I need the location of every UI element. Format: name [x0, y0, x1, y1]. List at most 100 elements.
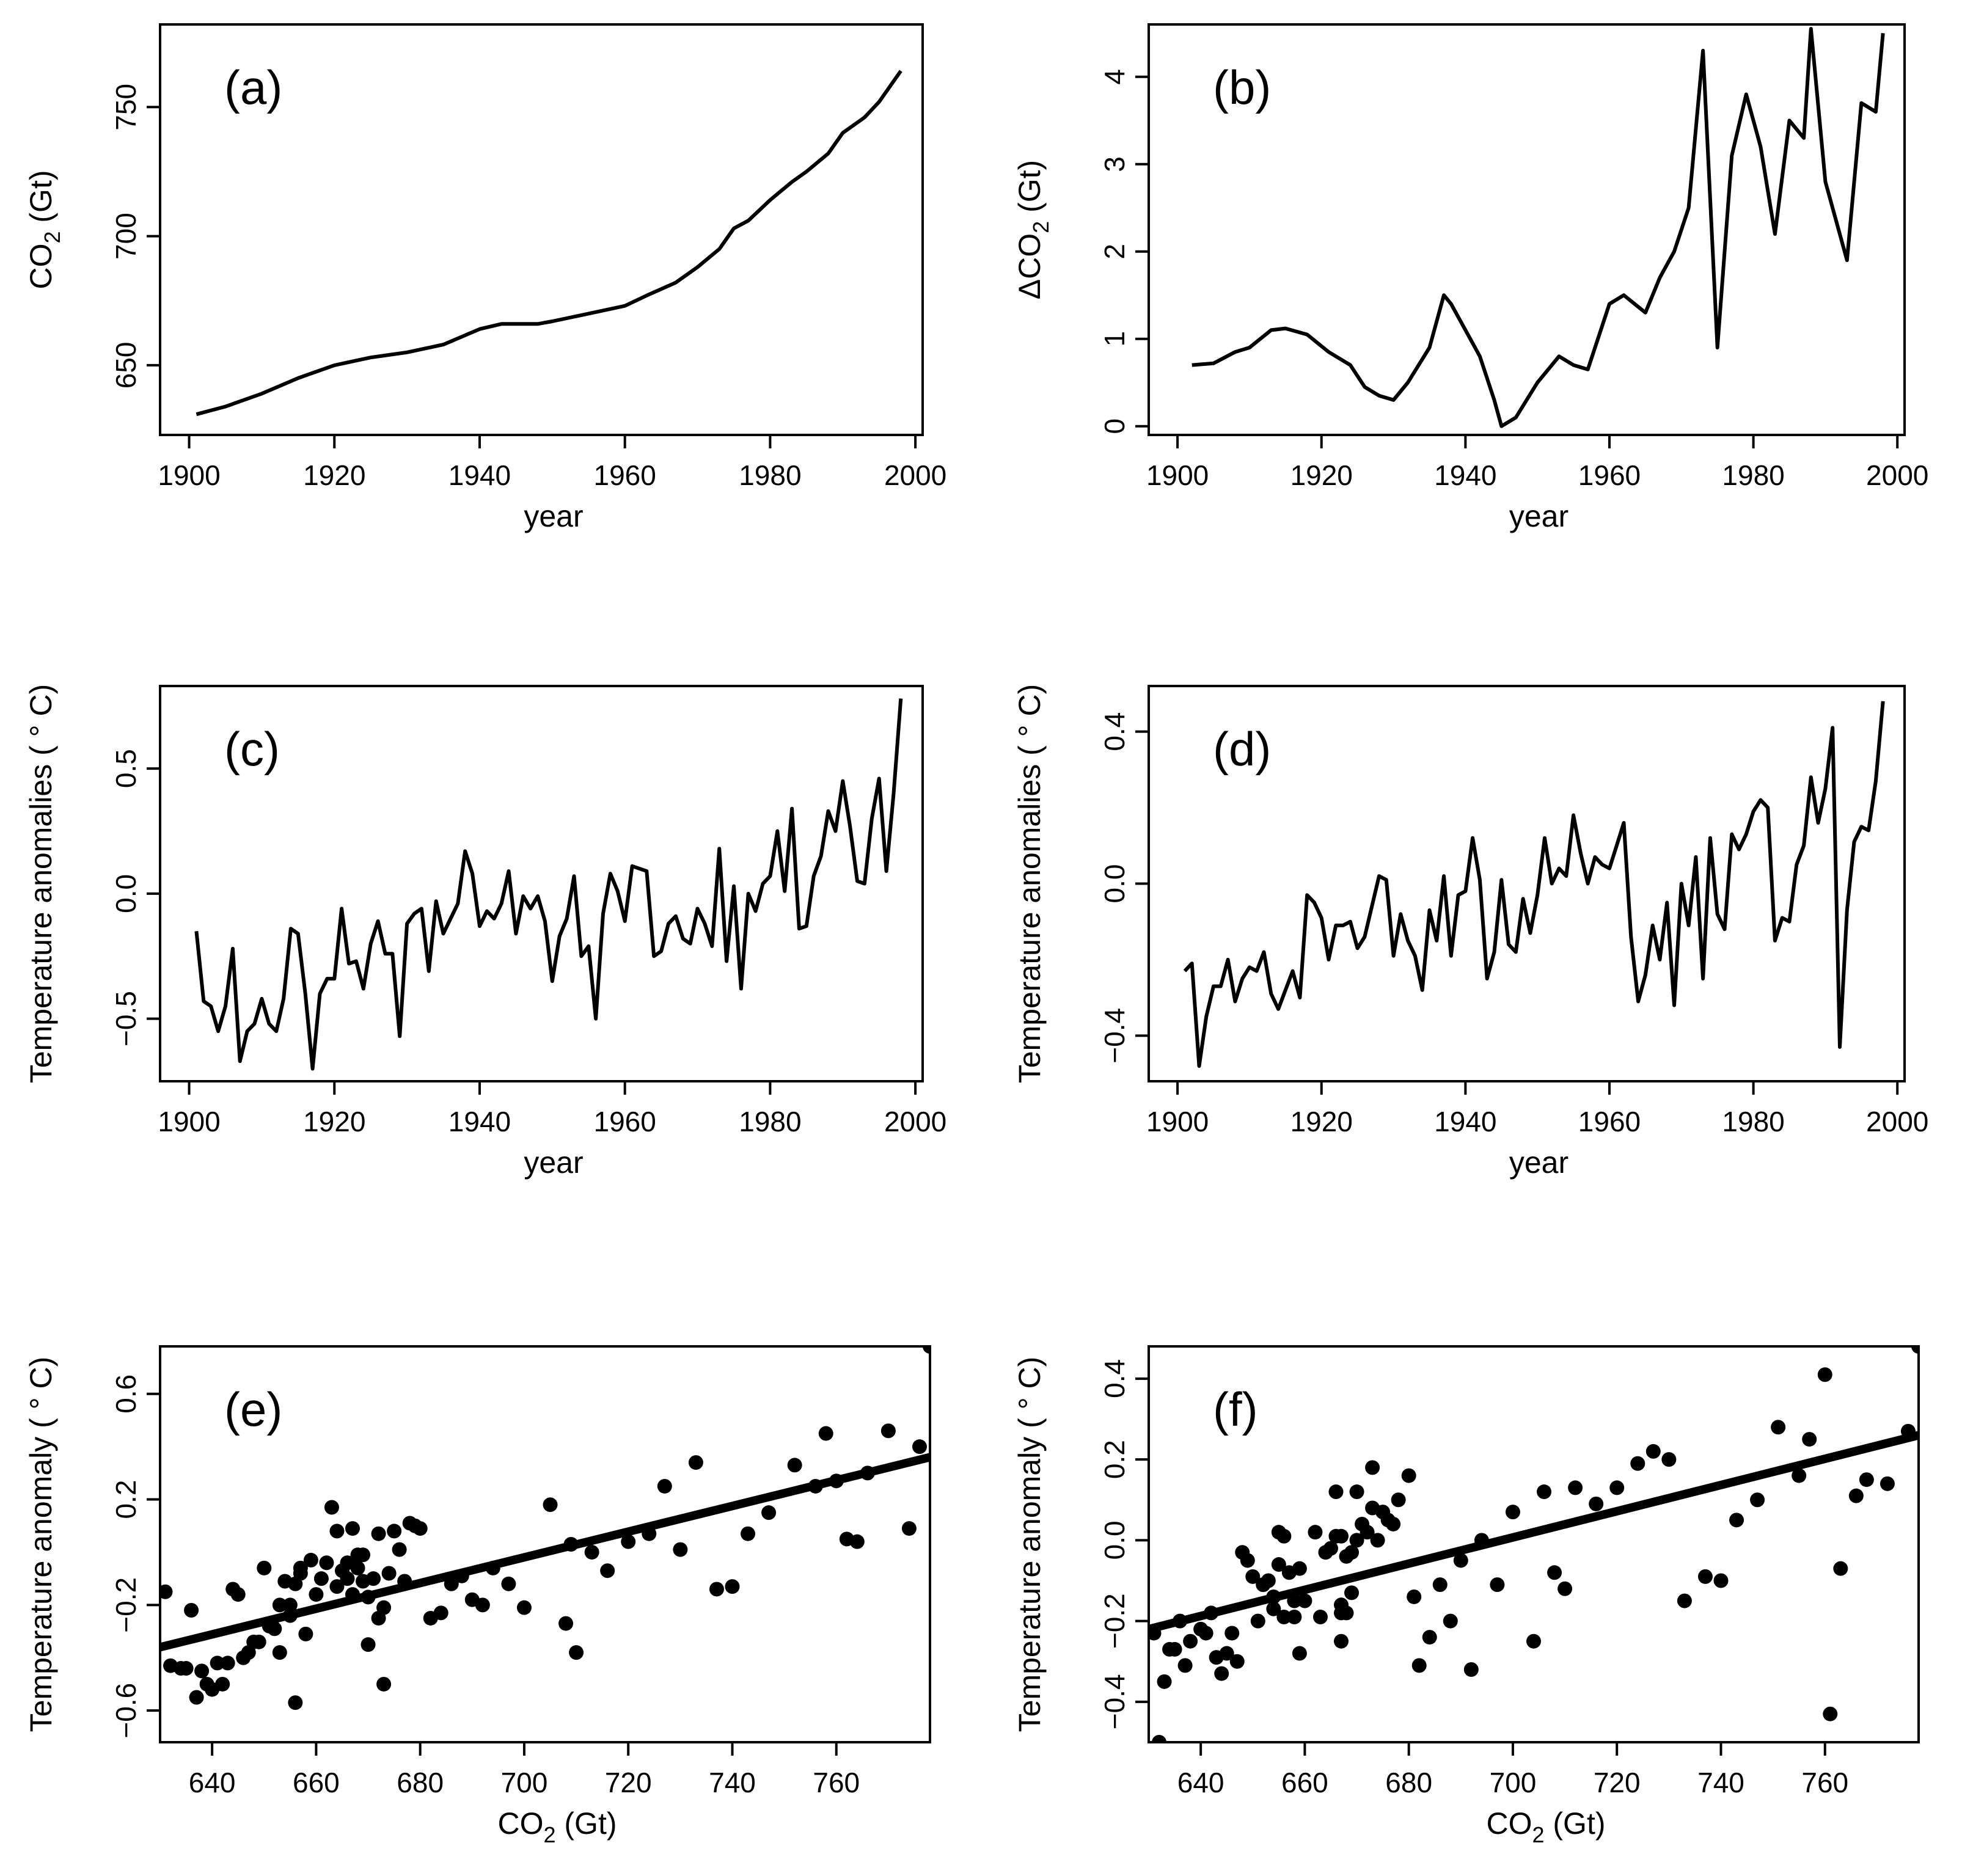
scatter-point	[688, 1455, 703, 1470]
scatter-point	[1547, 1565, 1562, 1580]
scatter-point	[1349, 1484, 1364, 1500]
scatter-point	[1880, 1476, 1895, 1491]
scatter-point	[1568, 1480, 1583, 1495]
x-tick-label: 1960	[1578, 459, 1641, 491]
plot-area	[160, 1346, 930, 1710]
y-tick-label: 0.5	[110, 749, 142, 788]
scatter-point	[1224, 1626, 1240, 1641]
x-tick-label: 660	[1281, 1767, 1328, 1798]
scatter-point	[1558, 1581, 1573, 1596]
scatter-point	[1344, 1585, 1360, 1600]
plot-area	[194, 698, 903, 1071]
y-axis-label-rest: (Gt)	[24, 170, 58, 231]
scatter-point	[329, 1524, 345, 1539]
y-tick-label: 0.0	[1099, 864, 1130, 903]
scatter-point	[1386, 1516, 1401, 1531]
x-axis-label-rest: (Gt)	[556, 1806, 617, 1841]
scatter-point	[184, 1603, 199, 1618]
scatter-point	[350, 1560, 365, 1575]
x-tick-label: 1960	[1578, 1106, 1641, 1137]
panel-c: 1900 1920 1940 1960 1980 2000 −0.5 0.0 0.5 (c) yea…	[24, 684, 946, 1180]
scatter-point	[288, 1695, 303, 1710]
y-tick-label: 0.0	[1099, 1520, 1130, 1560]
x-tick-label: 720	[605, 1767, 652, 1798]
x-tick-label: 1980	[739, 1106, 801, 1137]
scatter-point	[1833, 1561, 1848, 1576]
scatter-point	[293, 1560, 308, 1575]
scatter-point	[1360, 1525, 1375, 1540]
panel-label: (f)	[1213, 1382, 1258, 1436]
panel-label: (d)	[1213, 722, 1271, 776]
scatter-point	[178, 1661, 194, 1676]
scatter-point	[1245, 1569, 1261, 1584]
scatter-point	[849, 1534, 865, 1549]
scatter-point	[376, 1600, 392, 1615]
panel-label: (a)	[224, 60, 282, 114]
scatter-point	[267, 1621, 282, 1637]
x-tick-label: 2000	[1866, 1106, 1928, 1137]
scatter-point	[818, 1426, 833, 1441]
scatter-point	[282, 1597, 298, 1613]
x-tick-label: 1920	[303, 459, 365, 491]
y-axis-label-main: CO	[24, 244, 58, 290]
x-tick-label: 740	[709, 1767, 756, 1798]
scatter-point	[220, 1655, 235, 1671]
scatter-point	[912, 1439, 927, 1454]
x-tick-label: 1900	[1146, 459, 1209, 491]
scatter-point	[215, 1676, 230, 1692]
y-tick-label: −0.2	[110, 1577, 142, 1633]
scatter-point	[1661, 1452, 1677, 1467]
panel-label: (c)	[224, 722, 280, 776]
scatter-point	[257, 1560, 272, 1575]
panel-a: 1900 1920 1940 1960 1980 2000 650 700 750 (a) year…	[24, 23, 946, 533]
scatter-point	[1250, 1613, 1265, 1629]
scatter-point	[345, 1521, 360, 1536]
x-tick-label: 1900	[1146, 1106, 1209, 1137]
scatter-point	[387, 1524, 402, 1539]
y-tick-label: −0.2	[1099, 1593, 1130, 1649]
x-tick-label: 1940	[1434, 1106, 1496, 1137]
x-axis-label-sub: 2	[543, 1822, 555, 1847]
x-tick-label: 680	[397, 1767, 444, 1798]
scatter-point	[1697, 1569, 1713, 1584]
scatter-point	[1432, 1577, 1448, 1593]
scatter-point	[1422, 1630, 1437, 1645]
scatter-point	[516, 1600, 532, 1615]
y-tick-label: 750	[110, 84, 142, 131]
plot-area	[1149, 1346, 1919, 1742]
y-axis-label: CO2 (Gt)	[24, 170, 65, 289]
plot-frame	[1148, 23, 1906, 436]
x-tick-label: 1920	[1290, 459, 1353, 491]
scatter-point	[1266, 1601, 1281, 1616]
x-tick-label: 2000	[1866, 459, 1928, 491]
scatter-point	[1334, 1528, 1349, 1544]
scatter-point	[501, 1576, 516, 1591]
scatter-point	[1490, 1577, 1505, 1593]
scatter-point	[1401, 1468, 1416, 1483]
fit-line	[1149, 1431, 1919, 1633]
x-tick-label: 640	[189, 1767, 236, 1798]
y-tick-label: 0.6	[110, 1374, 142, 1414]
scatter-point	[1276, 1528, 1292, 1544]
scatter-point	[371, 1526, 386, 1541]
scatter-point	[621, 1534, 636, 1549]
scatter-point	[1750, 1492, 1765, 1508]
scatter-point	[1713, 1573, 1729, 1588]
scatter-point	[1177, 1658, 1193, 1673]
scatter-point	[1729, 1513, 1744, 1528]
scatter-point	[1823, 1706, 1838, 1721]
scatter-point	[1183, 1633, 1198, 1649]
x-tick-label: 720	[1594, 1767, 1641, 1798]
scatter-point	[880, 1423, 896, 1439]
scatter-point	[787, 1458, 802, 1473]
x-tick-label: 640	[1177, 1767, 1224, 1798]
scatter-point	[210, 1655, 225, 1671]
plot-frame	[1148, 1345, 1920, 1743]
plot-area	[1191, 27, 1885, 428]
x-tick-label: 1980	[1722, 459, 1784, 491]
y-tick-label: 0	[1099, 418, 1130, 434]
scatter-point	[381, 1566, 397, 1581]
panel-label: (b)	[1213, 60, 1271, 114]
